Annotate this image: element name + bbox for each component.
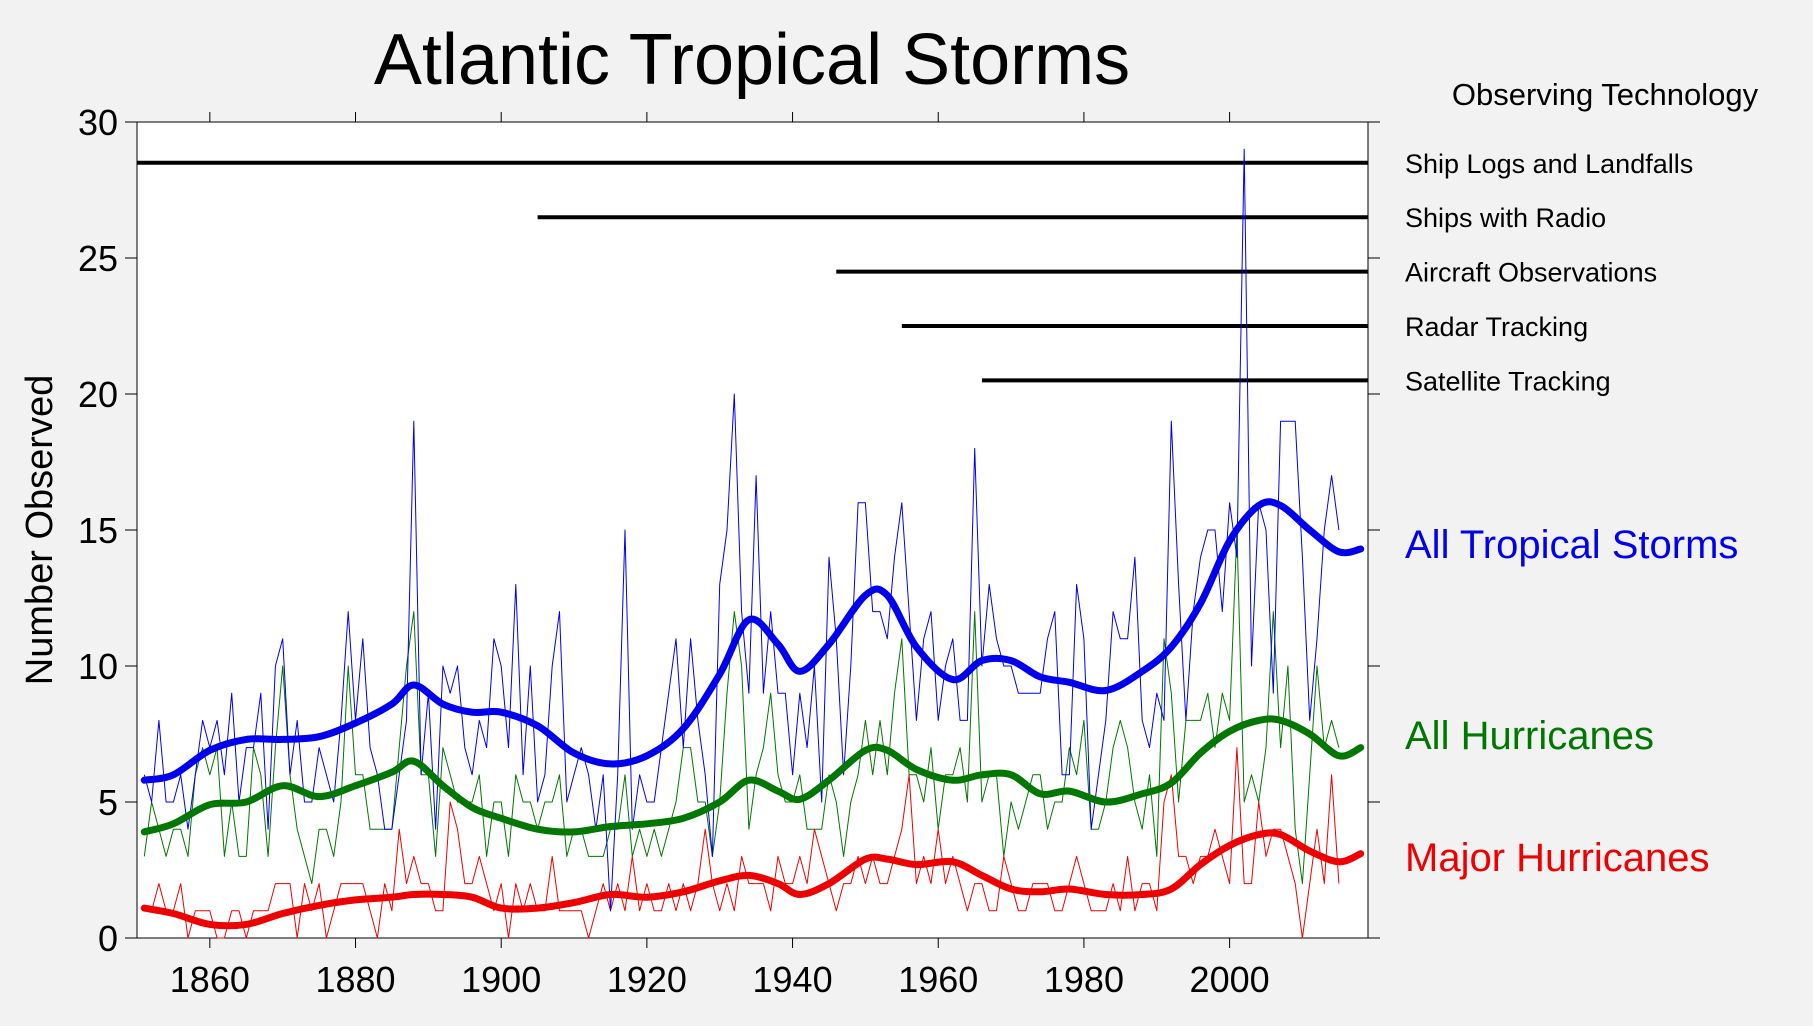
x-tick-label: 1920 bbox=[607, 959, 687, 1000]
y-tick-label: 5 bbox=[98, 782, 118, 823]
technology-label: Ships with Radio bbox=[1405, 203, 1606, 233]
x-tick-label: 1860 bbox=[170, 959, 250, 1000]
smoothed-line-2 bbox=[140, 829, 1365, 930]
x-tick-label: 2000 bbox=[1190, 959, 1270, 1000]
technology-label: Aircraft Observations bbox=[1405, 258, 1657, 288]
y-axis-label: Number Observed bbox=[19, 375, 61, 685]
x-tick-label: 1980 bbox=[1044, 959, 1124, 1000]
x-tick-label: 1960 bbox=[898, 959, 978, 1000]
smoothed-line-0 bbox=[140, 498, 1365, 784]
y-tick-label: 0 bbox=[98, 918, 118, 959]
y-tick-label: 20 bbox=[78, 374, 118, 415]
series-label-2: Major Hurricanes bbox=[1405, 836, 1710, 880]
annual-line-1 bbox=[143, 529, 1340, 885]
series-label-0: All Tropical Storms bbox=[1405, 523, 1738, 567]
chart-title: Atlantic Tropical Storms bbox=[374, 20, 1130, 100]
series-label-1: All Hurricanes bbox=[1405, 714, 1654, 758]
smoothed-series bbox=[140, 498, 1365, 930]
x-tick-label: 1880 bbox=[315, 959, 395, 1000]
x-tick-label: 1940 bbox=[753, 959, 833, 1000]
technology-label: Satellite Tracking bbox=[1405, 366, 1611, 396]
series-labels: All Tropical Storms All Hurricanes Major H… bbox=[1405, 523, 1738, 880]
x-tick-label: 1900 bbox=[461, 959, 541, 1000]
y-tick-label: 30 bbox=[78, 102, 118, 143]
technology-lines: Ship Logs and Landfalls Ships with Radio A… bbox=[137, 149, 1693, 396]
technology-header: Observing Technology bbox=[1452, 77, 1759, 112]
axis-ticks: 1860 1880 1900 1920 1940 1960 1980 2000 0 5 10 15 20… bbox=[78, 102, 1380, 1000]
technology-label: Radar Tracking bbox=[1405, 312, 1588, 342]
y-tick-label: 10 bbox=[78, 646, 118, 687]
plot-area bbox=[136, 121, 1369, 939]
annual-line-0 bbox=[143, 148, 1340, 912]
y-tick-label: 25 bbox=[78, 238, 118, 279]
smoothed-line-1 bbox=[140, 715, 1365, 836]
y-tick-label: 15 bbox=[78, 510, 118, 551]
technology-label: Ship Logs and Landfalls bbox=[1405, 149, 1693, 179]
